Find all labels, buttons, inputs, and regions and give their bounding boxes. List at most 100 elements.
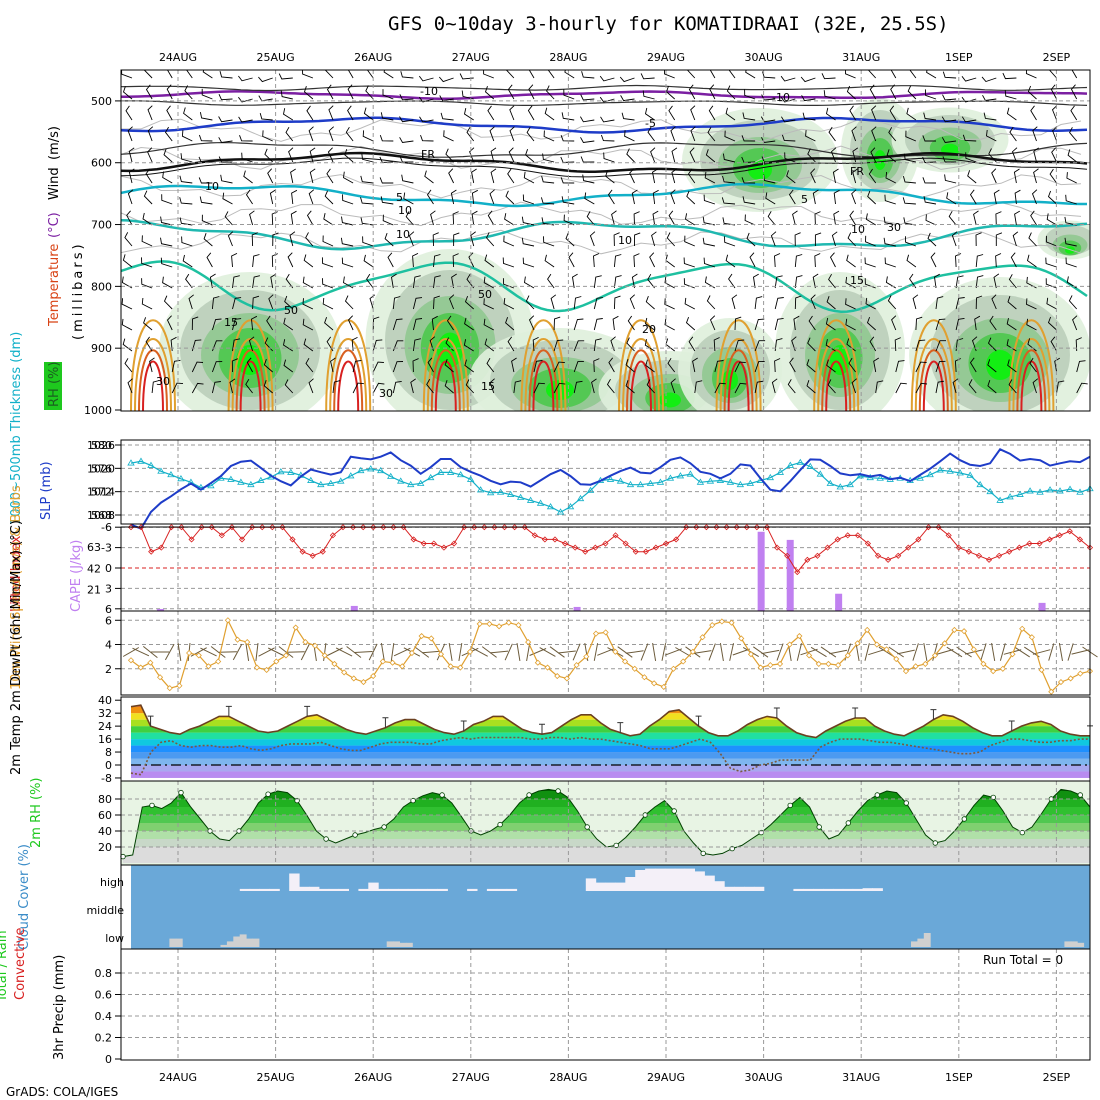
thickness-point [706, 477, 715, 484]
wind-speed-point [757, 664, 764, 671]
wind-barb-10m [326, 647, 343, 657]
wind-barb-10m [258, 647, 275, 657]
wind-barb-10m [526, 643, 531, 661]
wind-barb-10m [719, 643, 724, 661]
wind-barb [982, 94, 997, 101]
li-point [1056, 532, 1063, 539]
wind-barb [626, 148, 635, 163]
wind-speed-point [224, 617, 231, 624]
wind-barb [1028, 232, 1037, 247]
li-point [329, 532, 336, 539]
wind-barb [160, 237, 173, 247]
wind-barb [1070, 105, 1078, 121]
thickness-point [986, 487, 994, 495]
surface-isotherm [239, 360, 262, 411]
temperature-band [131, 719, 1090, 727]
rh-point [381, 824, 387, 830]
wind-barb-10m [539, 647, 556, 657]
wind-barb [573, 318, 584, 331]
surface-isotherm [1008, 319, 1055, 411]
wind-barb [645, 359, 655, 373]
rh-blob [236, 345, 264, 375]
thickness-point [317, 480, 325, 488]
wind-barb [340, 237, 354, 247]
wind-speed-point [476, 620, 483, 627]
wind-barb [744, 89, 756, 100]
low-cloud-bar [233, 936, 241, 947]
wind-barb [232, 297, 242, 310]
thickness-point [1036, 488, 1044, 495]
thickness-point [626, 480, 635, 488]
wind-barb [806, 380, 816, 394]
wind-speed-point [137, 664, 144, 671]
wind-barb [883, 237, 896, 247]
high-cloud-bar [239, 888, 251, 891]
temp-whisker [1008, 720, 1015, 731]
li-point [440, 544, 448, 551]
wind-speed-point [941, 640, 948, 647]
wind-barb [466, 126, 475, 142]
wind-frame [120, 610, 1091, 696]
wind-barb [935, 360, 946, 373]
wind-barb [151, 380, 160, 394]
wind-speed-point [418, 632, 425, 640]
wind-barb [869, 84, 877, 100]
thickness-point [676, 472, 685, 479]
wind-barb [826, 296, 836, 310]
wind-barb-10m [255, 643, 259, 661]
wind-barb [731, 294, 738, 310]
wind-speed-point [186, 649, 193, 657]
high-cloud-bar [803, 888, 814, 891]
wind-barb [810, 168, 816, 184]
wind-barb [753, 273, 759, 289]
wind-barb [444, 359, 454, 373]
wind-barb [252, 254, 260, 268]
wind-speed-point [680, 658, 687, 665]
thickness-point [616, 477, 625, 484]
wind-barb [262, 130, 273, 142]
wind-barb [1068, 295, 1078, 310]
wind-barb [285, 273, 294, 289]
wind-speed-point [292, 624, 299, 631]
wind-barb [745, 70, 756, 79]
wind-barb [543, 236, 555, 247]
wind-barb [1026, 254, 1037, 268]
thickness-point [926, 470, 934, 478]
wind-barb [544, 107, 555, 121]
run-total: Run Total = 0 [983, 953, 1063, 967]
wind-barb-10m [640, 643, 649, 661]
top-date-labels: 24AUG 25AUG 26AUG 27AUG 28AUG 29AUG 30AUG 31AUG… [159, 51, 1071, 64]
high-cloud-bar [289, 873, 300, 891]
surface-isotherm [134, 338, 172, 411]
wind-barb [283, 359, 294, 373]
freezing-level [121, 151, 1088, 173]
thickness-point [257, 476, 265, 483]
wind-barb [452, 253, 459, 268]
surface-isotherm [622, 338, 660, 411]
wind-barb [762, 71, 776, 79]
li-point [551, 536, 559, 543]
li-point [773, 544, 781, 551]
wind-speed-point [786, 641, 793, 648]
date-label-top: 28AUG [549, 51, 587, 64]
thickness-point [746, 479, 755, 486]
surface-isotherm [922, 360, 945, 411]
wind-barb [323, 213, 334, 226]
li-point [572, 544, 579, 551]
wind-barb-10m [490, 650, 509, 654]
high-cloud-bar [862, 888, 873, 891]
rh-label: 10 [618, 234, 632, 247]
wind-barb [330, 357, 336, 373]
wind-barb [343, 276, 354, 289]
wind-barb [470, 231, 476, 247]
wind-barb [829, 252, 836, 268]
thickness-point [846, 480, 854, 488]
thickness-point [127, 459, 135, 466]
li-point [289, 536, 296, 543]
wind-barb [684, 297, 696, 310]
li-point [410, 536, 417, 543]
wind-barb [930, 252, 937, 268]
wind-speed-point [1019, 625, 1026, 632]
